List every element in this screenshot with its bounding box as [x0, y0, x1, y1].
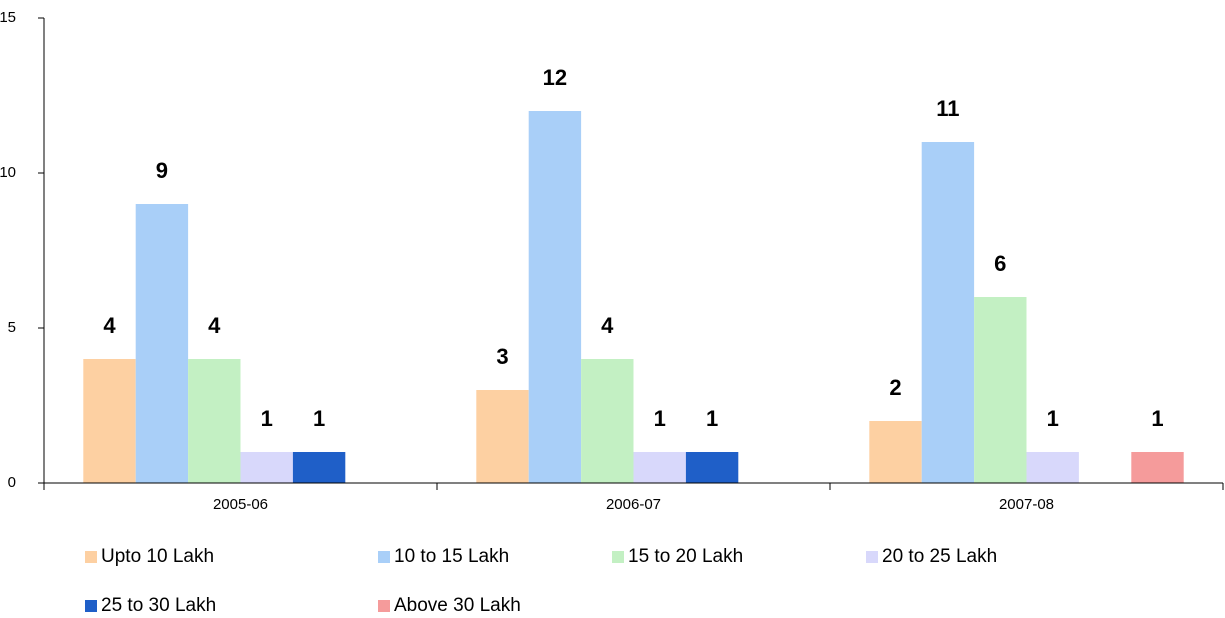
- legend-swatch: [85, 551, 97, 563]
- legend-swatch: [612, 551, 624, 563]
- bar: [581, 359, 634, 483]
- value-label: 4: [208, 313, 221, 338]
- value-label: 1: [706, 406, 718, 431]
- bar: [921, 142, 975, 483]
- value-label: 6: [994, 251, 1006, 276]
- bar: [240, 452, 293, 483]
- bar: [869, 421, 922, 483]
- bar: [633, 452, 686, 483]
- bar: [1131, 452, 1184, 483]
- bar: [83, 359, 136, 483]
- legend-swatch: [378, 600, 390, 612]
- value-label: 9: [156, 158, 168, 183]
- legend-label: Above 30 Lakh: [394, 595, 521, 616]
- value-label: 4: [103, 313, 116, 338]
- bar: [1026, 452, 1079, 483]
- legend-label: 10 to 15 Lakh: [394, 546, 509, 567]
- legend-swatch: [866, 551, 878, 563]
- value-label: 1: [313, 406, 325, 431]
- y-tick-label: 10: [0, 164, 16, 181]
- legend-label: 25 to 30 Lakh: [101, 595, 216, 616]
- value-label: 1: [261, 406, 273, 431]
- value-label: 1: [654, 406, 666, 431]
- value-label: 1: [1047, 406, 1059, 431]
- value-label: 1: [1151, 406, 1163, 431]
- bar: [974, 297, 1027, 483]
- bar: [528, 111, 582, 483]
- x-tick-label: 2005-06: [213, 496, 268, 513]
- bar: [685, 452, 739, 483]
- legend-label: Upto 10 Lakh: [101, 546, 214, 567]
- value-label: 12: [543, 65, 567, 90]
- value-label: 11: [936, 96, 959, 121]
- value-label: 3: [496, 344, 508, 369]
- bar: [292, 452, 346, 483]
- bar: [188, 359, 241, 483]
- legend-swatch: [378, 551, 390, 563]
- x-tick-label: 2007-08: [999, 496, 1054, 513]
- value-label: 2: [889, 375, 901, 400]
- bar: [135, 204, 189, 483]
- bar: [476, 390, 529, 483]
- legend-swatch: [85, 600, 97, 612]
- legend-label: 20 to 25 Lakh: [882, 546, 997, 567]
- y-tick-label: 0: [8, 474, 16, 491]
- legend-label: 15 to 20 Lakh: [628, 546, 743, 567]
- value-label: 4: [601, 313, 614, 338]
- y-tick-label: 15: [0, 9, 16, 26]
- y-tick-label: 5: [8, 319, 16, 336]
- x-tick-label: 2006-07: [606, 496, 661, 513]
